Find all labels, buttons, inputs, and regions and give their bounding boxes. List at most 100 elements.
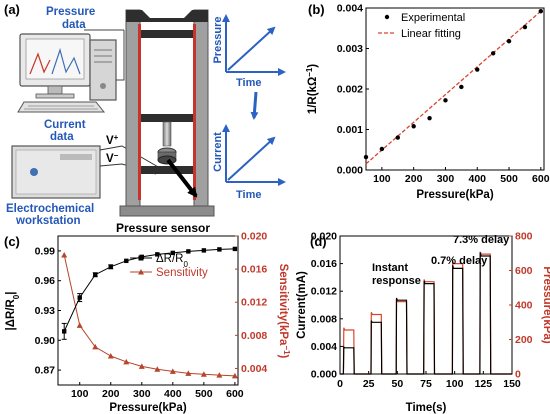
dr-point	[186, 249, 191, 254]
panel-b-ticks: 100 200 300 400 500 600 0.000 0.001 0.002 0.003 0.…	[337, 3, 550, 186]
y-left-tick-label: 0.93	[35, 305, 56, 317]
panel-c-ticks: 100 200 300 400 500 600 0.87 0.90 0.93 0.96 0.99 0.…	[35, 231, 268, 401]
pressure-sensor-label: Pressure sensor	[116, 221, 210, 235]
y-left-tick-label: 0.96	[35, 275, 56, 287]
panel-b-xlabel: Pressure(kPa)	[416, 189, 494, 201]
x-tick-label: 500	[195, 388, 213, 400]
x-tick-label: 200	[405, 173, 423, 185]
y-right-tick-label: 0.020	[241, 231, 267, 243]
annotation-instant: Instant	[372, 262, 408, 274]
panel-a: (a) Pressure data Current	[4, 2, 286, 235]
v-minus-label: V−	[106, 151, 119, 166]
x-tick-label: 75	[420, 378, 432, 390]
current-data-label: Current	[44, 119, 86, 131]
data-point	[363, 154, 369, 160]
data-point	[379, 146, 385, 152]
x-tick-label: 400	[164, 388, 182, 400]
sensitivity-point	[169, 368, 176, 374]
y-tick-label: 0.002	[337, 84, 363, 96]
x-tick-label: 600	[532, 173, 550, 185]
panel-c-marks	[61, 246, 238, 379]
annotation-delay-2: 7.3% delay	[453, 234, 510, 246]
press-machine-icon	[119, 9, 215, 217]
x-tick-label: 500	[500, 173, 518, 185]
x-tick-label: 300	[437, 173, 455, 185]
y-left-tick-label: 0.87	[35, 365, 56, 377]
pressure-data-label-2: data	[62, 19, 86, 31]
sensitivity-line	[63, 254, 235, 377]
dr-point	[232, 246, 238, 252]
panel-b-ylabel: 1/R(kΩ−1)	[305, 64, 320, 114]
pressure-axis-label: Pressure	[212, 16, 224, 63]
y-right-tick-label: 200	[515, 334, 533, 346]
data-point	[427, 115, 432, 121]
computer-tower-icon	[89, 39, 117, 101]
data-point	[490, 51, 496, 56]
sensitivity-point	[200, 371, 207, 377]
panel-c: (c) 100 200 300 400 500 600 0.87 0.90 0.93 0.96 0.…	[4, 231, 292, 414]
time-axis-label-bottom: Time	[236, 189, 261, 201]
data-point	[459, 84, 464, 90]
x-tick-label: 300	[133, 388, 151, 400]
panel-c-label: (c)	[4, 234, 20, 249]
x-tick-label: 400	[468, 173, 486, 185]
y-right-tick-label: 0.008	[241, 330, 267, 342]
y-right-tick-label: 600	[515, 265, 533, 277]
x-tick-label: 600	[226, 388, 244, 400]
data-point	[475, 67, 480, 72]
dr-line	[63, 248, 235, 332]
time-axis-label-top: Time	[236, 77, 261, 89]
panel-b-legend: Experimental Linear fitting	[378, 12, 465, 40]
sensitivity-point	[185, 370, 192, 376]
panel-b-label: (b)	[308, 2, 325, 17]
v-plus-label: V+	[106, 133, 119, 148]
sensitivity-point	[138, 363, 145, 369]
y-tick-label: 0.001	[337, 124, 363, 136]
sensitivity-point	[92, 343, 99, 350]
legend-experimental-label: Experimental	[401, 12, 465, 24]
pressure-data-label: Pressure	[46, 6, 95, 18]
legend-fitting-label: Linear fitting	[401, 28, 461, 40]
x-tick-label: 50	[391, 378, 403, 390]
x-tick-label: 125	[475, 378, 493, 390]
current-axis-label: Current	[212, 132, 224, 172]
panel-c-legend: ΔR/R0 Sensitivity	[130, 253, 208, 279]
pressure-time-graph: Pressure Time	[212, 14, 286, 89]
x-tick-label: 25	[363, 378, 375, 390]
dr-point	[217, 247, 222, 252]
sensor-pointer-arrow	[166, 158, 198, 198]
panel-c-ylabel-right: Sensitivity(kPa−1)	[277, 264, 292, 359]
down-arrow	[250, 91, 259, 120]
data-point	[411, 124, 416, 129]
x-tick-label: 100	[71, 388, 89, 400]
y-left-tick-label: 0.90	[35, 335, 56, 347]
current-data-label-2: data	[50, 131, 74, 143]
keyboard-icon	[17, 101, 106, 113]
x-tick-label: 150	[503, 378, 521, 390]
x-tick-label: 200	[102, 388, 120, 400]
y-right-tick-label: 0	[515, 369, 521, 381]
panel-c-xlabel: Pressure(kPa)	[109, 402, 187, 414]
sensitivity-point	[107, 353, 114, 359]
legend-sens-marker	[138, 269, 144, 275]
monitor-icon	[19, 33, 91, 99]
workstation-label: Electrochemical	[6, 203, 94, 215]
legend-sens-label: Sensitivity	[156, 267, 208, 279]
dr-point	[155, 252, 160, 257]
dr-point	[77, 295, 82, 300]
y-right-tick-label: 0.004	[241, 363, 267, 375]
data-wire	[116, 30, 125, 81]
dr-point	[62, 329, 67, 334]
sensitivity-point	[154, 366, 161, 372]
sensitivity-point	[61, 252, 68, 258]
v-plus-wire	[99, 145, 161, 169]
y-tick-label: 0.003	[337, 43, 363, 55]
data-point	[395, 135, 400, 140]
data-point	[538, 9, 544, 14]
y-tick-label: 0.004	[337, 3, 363, 15]
panel-d-xlabel: Time(s)	[406, 402, 447, 414]
panel-a-label: (a)	[4, 2, 20, 17]
annotation-response: response	[372, 275, 421, 287]
x-tick-label: 100	[446, 378, 464, 390]
panel-d-ticks: 0 25 50 75 100 125 150 0.000 0.004 0.008 0.012 0.01…	[311, 231, 533, 391]
